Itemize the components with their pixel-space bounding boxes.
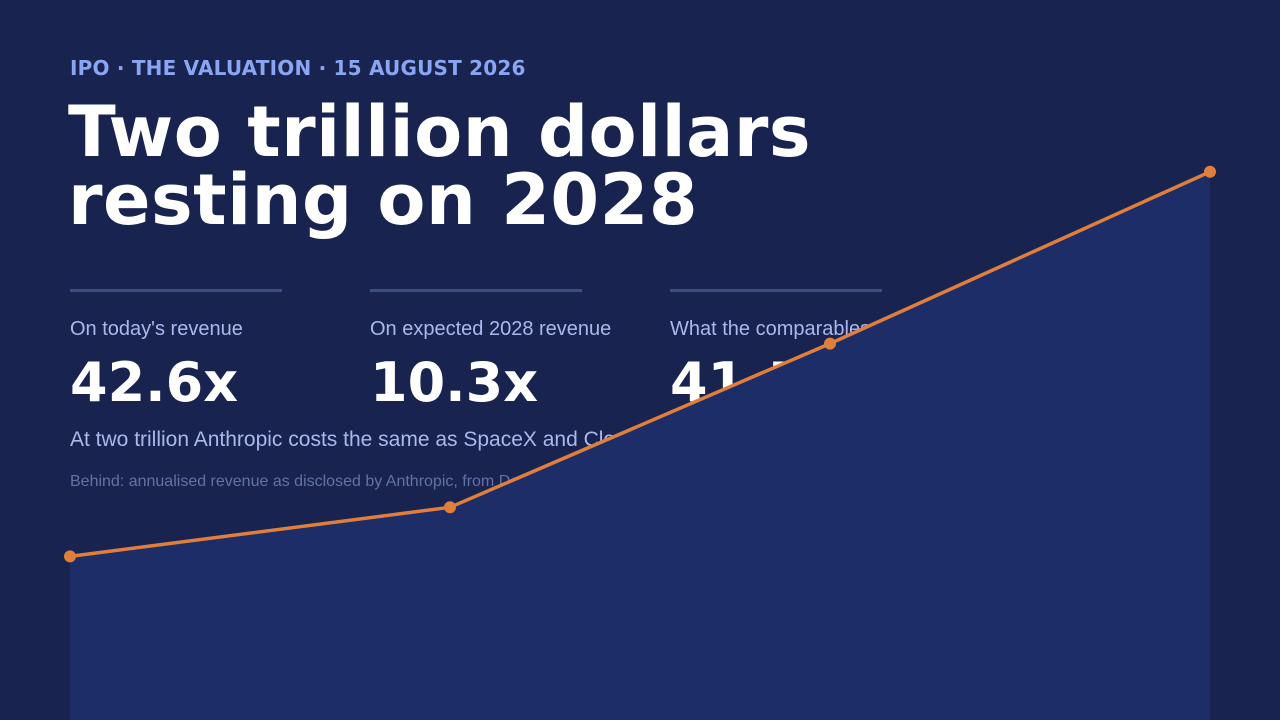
revenue-point-1: [64, 550, 76, 563]
stat-value: 42.6x: [70, 351, 239, 414]
revenue-point-4: [1204, 165, 1216, 178]
stat-comparables: What the comparables pay 41-53x: [670, 289, 960, 413]
headline-line-1: Two trillion dollars: [68, 91, 812, 173]
headline: Two trillion dollars resting on 2028: [68, 91, 812, 241]
revenue-point-2: [444, 501, 456, 514]
stat-today-revenue: On today's revenue 42.6x: [70, 289, 360, 413]
stat-divider: [70, 289, 282, 292]
stat-divider: [370, 289, 582, 292]
stat-label: What the comparables pay: [670, 318, 908, 340]
kicker: IPO · THE VALUATION · 15 AUGUST 2026: [70, 56, 526, 80]
summary-text: At two trillion Anthropic costs the same…: [70, 428, 1004, 451]
stat-value: 10.3x: [370, 351, 539, 414]
stat-value: 41-53x: [670, 351, 878, 414]
stat-2028-revenue: On expected 2028 revenue 10.3x: [370, 289, 660, 413]
stat-label: On today's revenue: [70, 318, 243, 340]
stat-label: On expected 2028 revenue: [370, 318, 612, 340]
source-note: Behind: annualised revenue as disclosed …: [70, 473, 706, 490]
headline-line-2: resting on 2028: [68, 159, 699, 241]
stat-divider: [670, 289, 882, 292]
